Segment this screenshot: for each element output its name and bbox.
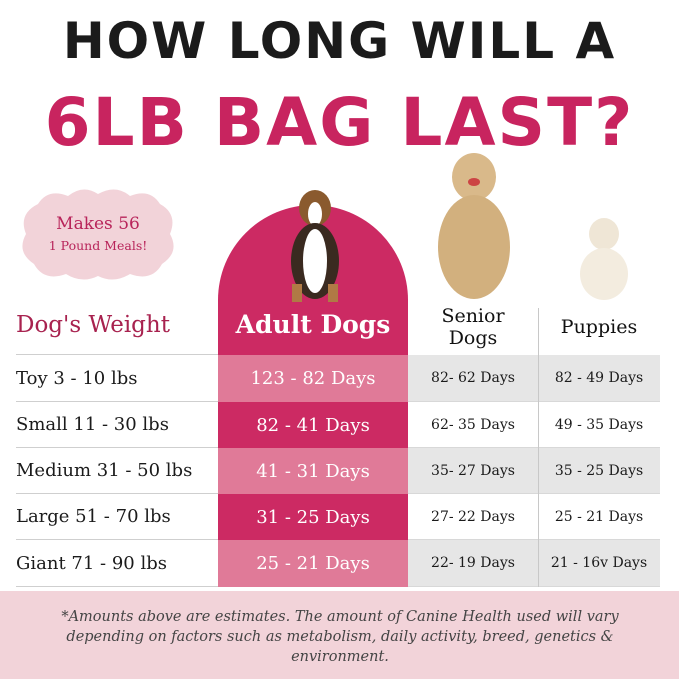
puppy-image (580, 218, 628, 300)
adult-cell: 41 - 31 Days (218, 448, 408, 494)
table-row: Large 51 - 70 lbs 31 - 25 Days 27- 22 Days… (16, 494, 660, 540)
golden-retriever-image (438, 153, 510, 299)
meals-badge: Makes 56 1 Pound Meals! (18, 186, 178, 282)
adult-cell: 82 - 41 Days (218, 402, 408, 448)
puppies-cell: 25 - 21 Days (538, 494, 660, 540)
header-divider (16, 354, 218, 355)
disclaimer-text: *Amounts above are estimates. The amount… (61, 609, 619, 665)
header-senior: Senior Dogs (408, 305, 538, 349)
weight-cell: Toy 3 - 10 lbs (16, 355, 218, 402)
senior-cell: 62- 35 Days (408, 402, 538, 448)
puppies-cell: 35 - 25 Days (538, 448, 660, 494)
header-puppies: Puppies (560, 316, 638, 338)
weight-cell: Small 11 - 30 lbs (16, 402, 218, 448)
adult-cell: 25 - 21 Days (218, 540, 408, 587)
badge-line-1: Makes 56 (56, 214, 140, 234)
table-row: Medium 31 - 50 lbs 41 - 31 Days 35- 27 Day… (16, 448, 660, 494)
adult-cell: 31 - 25 Days (218, 494, 408, 540)
badge-line-2: 1 Pound Meals! (48, 238, 148, 253)
senior-cell: 27- 22 Days (408, 494, 538, 540)
beagle-image (291, 190, 339, 302)
puppies-cell: 21 - 16v Days (538, 540, 660, 587)
weight-cell: Medium 31 - 50 lbs (16, 448, 218, 494)
table-row: Giant 71 - 90 lbs 25 - 21 Days 22- 19 Days… (16, 540, 660, 587)
weight-cell: Giant 71 - 90 lbs (16, 540, 218, 587)
weight-cell: Large 51 - 70 lbs (16, 494, 218, 540)
table-row: Toy 3 - 10 lbs 123 - 82 Days 82- 62 Days 82… (16, 355, 660, 402)
header-adult: Adult Dogs (235, 310, 391, 339)
puppies-cell: 82 - 49 Days (538, 355, 660, 402)
adult-cell: 123 - 82 Days (218, 355, 408, 402)
header-weight: Dog's Weight (16, 312, 170, 338)
senior-cell: 22- 19 Days (408, 540, 538, 587)
column-divider (538, 308, 539, 587)
senior-cell: 82- 62 Days (408, 355, 538, 402)
puppies-cell: 49 - 35 Days (538, 402, 660, 448)
title-line-2: 6LB BAG LAST? (44, 84, 635, 161)
badge-shape-icon (22, 189, 174, 280)
title-line-1: HOW LONG WILL A (62, 12, 617, 70)
footer: *Amounts above are estimates. The amount… (0, 591, 679, 679)
header-senior-label: Senior Dogs (441, 305, 505, 349)
senior-cell: 35- 27 Days (408, 448, 538, 494)
table-row: Small 11 - 30 lbs 82 - 41 Days 62- 35 Days… (16, 402, 660, 448)
